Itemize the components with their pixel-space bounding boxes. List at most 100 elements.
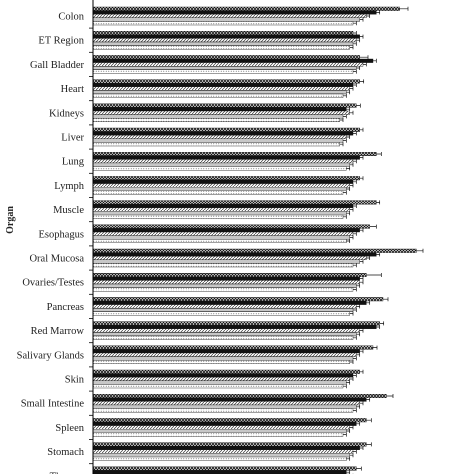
bar-gall-bladder-series-5 [92,69,354,74]
bar-lymph-series-2 [92,179,354,184]
error-bar-esophagus-series-1 [369,224,377,229]
error-bar-liver-series-2 [353,131,357,136]
bar-oral-mucosa-series-3 [92,256,367,261]
category-label-spleen: Spleen [55,423,84,434]
error-bar-thymus-series-2 [346,470,351,474]
error-bar-stomach-series-4 [349,453,354,458]
error-bar-skin-series-1 [359,369,364,374]
bar-kidneys-series-1 [92,103,357,108]
error-bar-small-intestine-series-3 [359,401,364,406]
bar-liver-series-4 [92,138,344,143]
bar-liver-series-2 [92,131,354,136]
bar-red-marrow-series-4 [92,332,357,337]
error-bar-lymph-series-5 [343,190,347,195]
category-label-ovaries-testes: Ovaries/Testes [22,278,84,289]
error-bar-colon-series-3 [366,14,371,18]
error-bar-pancreas-series-2 [366,300,371,305]
bar-spleen-series-5 [92,432,344,437]
bar-lung-series-2 [92,155,360,160]
bar-thymus-series-1 [92,466,357,471]
error-bar-stomach-series-1 [366,442,372,447]
error-bar-muscle-series-1 [376,200,381,205]
bar-small-intestine-series-2 [92,397,367,402]
bar-kidneys-series-5 [92,117,340,122]
error-bar-skin-series-5 [343,384,347,389]
error-bar-salivary-glands-series-1 [373,345,378,350]
error-bar-lung-series-5 [346,166,351,171]
error-bar-gall-bladder-series-4 [356,66,361,70]
error-bar-spleen-series-1 [366,418,372,423]
bar-oral-mucosa-series-2 [92,252,377,257]
error-bar-muscle-series-4 [346,211,351,216]
bar-colon-series-1 [92,6,400,11]
bar-oral-mucosa-series-5 [92,263,354,268]
error-bar-heart-series-3 [349,86,354,91]
bar-ovaries-testes-series-5 [92,287,354,292]
category-label-liver: Liver [61,133,84,144]
bar-ovaries-testes-series-1 [92,273,367,278]
error-bar-red-marrow-series-3 [359,328,364,333]
error-bar-liver-series-3 [346,135,351,139]
bar-red-marrow-series-5 [92,335,354,340]
error-bar-gall-bladder-series-3 [363,62,367,67]
error-bar-lung-series-2 [359,155,364,160]
category-label-skin: Skin [65,375,85,386]
bar-lung-series-3 [92,159,354,164]
bar-skin-series-5 [92,384,344,389]
bar-stomach-series-4 [92,453,350,458]
bar-muscle-series-2 [92,203,354,208]
bar-pancreas-series-2 [92,300,367,305]
error-bar-pancreas-series-5 [349,311,354,316]
bar-lung-series-5 [92,166,347,171]
bar-heart-series-2 [92,82,354,87]
bar-gall-bladder-series-4 [92,65,357,70]
bar-small-intestine-series-3 [92,401,360,406]
error-bar-colon-series-4 [359,17,364,22]
category-labels: Colon ET Region Gall Bladder Heart Kidneys Li… [17,12,93,474]
error-bar-lung-series-1 [376,152,382,156]
category-label-red-marrow: Red Marrow [31,326,85,337]
bar-muscle-series-1 [92,200,377,205]
error-bar-kidneys-series-4 [343,114,347,119]
error-bar-gall-bladder-series-2 [373,58,377,63]
error-bar-liver-series-1 [359,127,364,132]
error-bar-spleen-series-4 [346,429,351,433]
error-bar-salivary-glands-series-2 [359,349,364,354]
bar-skin-series-3 [92,377,350,382]
error-bar-small-intestine-series-4 [356,404,361,409]
bar-et-region-series-2 [92,34,360,39]
bar-heart-series-4 [92,90,347,95]
error-bar-kidneys-series-1 [356,103,361,108]
category-label-small-intestine: Small Intestine [21,399,85,410]
bar-esophagus-series-4 [92,235,350,240]
bar-gall-bladder-series-1 [92,55,360,60]
bar-muscle-series-4 [92,211,347,216]
bar-kidneys-series-2 [92,107,347,112]
error-bar-kidneys-series-2 [346,107,351,112]
error-bar-esophagus-series-4 [349,235,354,240]
bar-colon-series-5 [92,21,354,26]
error-bar-spleen-series-3 [349,425,354,430]
error-bar-esophagus-series-3 [353,231,357,236]
bar-muscle-series-3 [92,207,350,212]
bar-ovaries-testes-series-3 [92,280,360,285]
category-label-colon: Colon [58,12,84,23]
bar-esophagus-series-5 [92,238,347,243]
error-bar-et-region-series-5 [349,45,354,50]
error-bar-ovaries-testes-series-1 [366,273,382,277]
bar-skin-series-4 [92,380,347,385]
bar-lymph-series-3 [92,183,350,188]
bar-kidneys-series-4 [92,114,344,119]
bar-spleen-series-2 [92,421,357,426]
category-label-gall-bladder: Gall Bladder [30,60,84,71]
bar-spleen-series-4 [92,429,347,434]
error-bar-stomach-series-2 [359,446,364,450]
error-bar-oral-mucosa-series-4 [359,259,364,264]
bar-muscle-series-5 [92,214,344,219]
error-bar-spleen-series-5 [343,432,347,437]
bar-gall-bladder-series-3 [92,62,364,67]
error-bar-kidneys-series-5 [339,118,344,122]
bar-stomach-series-2 [92,446,360,451]
bar-et-region-series-5 [92,45,350,50]
bar-small-intestine-series-5 [92,408,354,413]
